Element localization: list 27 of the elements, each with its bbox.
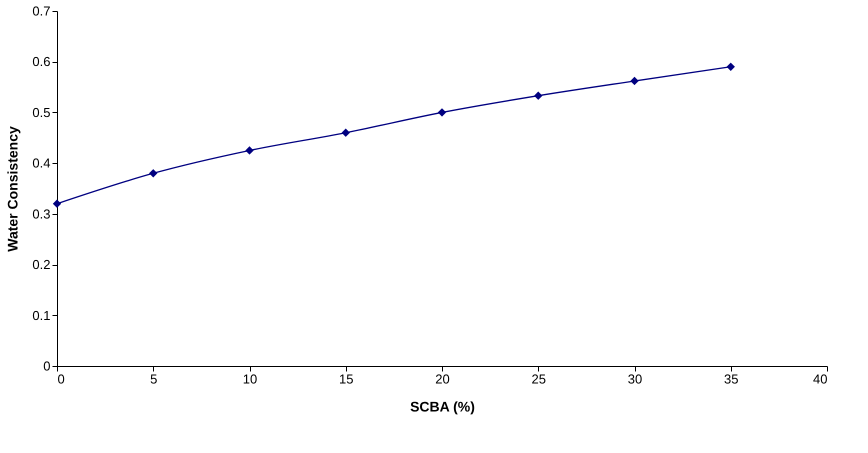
point [245,146,254,155]
y-tick-label: 0.6 [32,54,50,70]
y-tick-label: 0.3 [32,206,50,222]
point [726,62,735,71]
point [52,200,62,208]
x-tick-label: 10 [242,372,258,386]
point [342,128,350,137]
y-tick-label: 0.1 [32,308,50,323]
x-tick-label: 15 [339,372,354,386]
y-axis-title: Water Consistency [4,126,20,252]
x-tick-label: 35 [724,372,738,386]
x-tick-label: 5 [150,372,158,386]
x-tick-label: 30 [628,372,642,386]
point [534,92,542,100]
point [630,76,639,86]
point [149,169,158,178]
y-tick-label: 0.2 [32,257,50,272]
y-tick-label: 0.7 [32,4,50,18]
y-tick-label: 0.4 [32,156,50,171]
x-tick-label: 40 [813,372,828,386]
y-tick-label: 0.5 [32,104,50,120]
x-axis-title: SCBA (%) [410,398,475,414]
point [438,108,446,117]
x-tick-label: 25 [532,372,546,386]
x-tick-label: 0 [58,372,65,386]
x-tick-label: 20 [435,372,450,386]
y-tick-label: 0 [43,358,50,374]
